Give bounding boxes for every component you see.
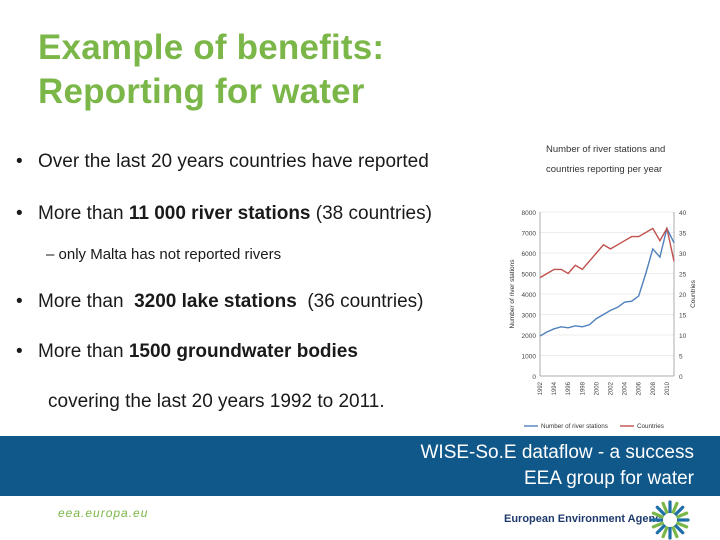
bullet-bold: 1500 groundwater bodies <box>128 341 358 362</box>
logo-ray <box>671 525 679 539</box>
x-tick-label: 2000 <box>594 381 600 395</box>
x-tick-label: 1996 <box>566 381 572 395</box>
x-tick-label: 2008 <box>651 381 657 395</box>
logo-ray <box>674 524 685 535</box>
series-line-stations <box>539 226 675 337</box>
bullet-groundwater: • More than 1500 groundwater bodies <box>16 341 358 363</box>
y-axis-label: Number of river stations <box>509 259 516 329</box>
y-tick-label: 0 <box>532 374 536 381</box>
x-tick-label: 2002 <box>609 381 615 395</box>
y2-tick-label: 40 <box>679 210 687 217</box>
title-line-1: Example of benefits: <box>38 28 385 67</box>
y2-tick-label: 20 <box>679 292 687 299</box>
legend-label: Countries <box>637 423 664 430</box>
legend-label: Number of river stations <box>541 423 608 430</box>
x-tick-label: 1998 <box>580 381 586 395</box>
y-tick-label: 7000 <box>522 231 537 238</box>
logo-ray <box>651 521 665 529</box>
chart-title: Number of river stations and countries r… <box>546 144 666 175</box>
y2-tick-label: 5 <box>679 354 683 361</box>
bullet-bold: 11 000 river stations <box>128 203 311 224</box>
y-tick-label: 3000 <box>522 313 537 320</box>
logo-ray <box>661 501 669 515</box>
x-tick-label: 1994 <box>552 381 558 395</box>
covering-text: covering the last 20 years 1992 to 2011. <box>48 391 385 412</box>
bullet-prefix: More than <box>38 203 129 224</box>
logo-ray <box>661 525 669 539</box>
y2-tick-label: 0 <box>679 374 683 381</box>
y2-tick-label: 30 <box>679 251 687 258</box>
logo-ray <box>671 501 679 515</box>
river-stations-chart: 0 1000 2000 3000 4000 5000 6000 7000 8000 0 5 10 15 2… <box>502 200 702 436</box>
bullet-text: Over the last 20 years countries have re… <box>38 151 429 172</box>
bullet-suffix: (38 countries) <box>310 203 432 224</box>
sub-bullet-malta: – only Malta has not reported rivers <box>46 246 282 263</box>
bullet-bold: 3200 lake stations <box>134 291 297 312</box>
bullet-prefix: More than <box>38 341 129 362</box>
banner: WISE-So.E dataflow - a success EEA group… <box>0 436 720 496</box>
logo-ray <box>651 511 665 519</box>
logo-ray <box>655 524 666 535</box>
logo-ray <box>655 505 666 516</box>
bullet-dot: • <box>16 203 23 224</box>
banner-line-2: EEA group for water <box>523 468 694 489</box>
y-tick-label: 4000 <box>522 292 537 299</box>
y2-tick-label: 25 <box>679 272 687 279</box>
bullet-river-stations: • More than 11 000 river stations (38 cou… <box>16 203 432 225</box>
logo-ray <box>675 521 689 529</box>
bullet-suffix: (36 countries) <box>296 291 424 312</box>
bullet-dot: • <box>16 291 23 312</box>
bullet-dot: • <box>16 151 23 172</box>
y-tick-label: 1000 <box>522 354 537 361</box>
title-line-2: Reporting for water <box>38 72 365 111</box>
y-tick-label: 8000 <box>522 210 537 217</box>
slide-title: Example of benefits: Reporting for water <box>38 26 384 114</box>
bullet-dot: • <box>16 341 23 362</box>
y-tick-label: 5000 <box>522 272 537 279</box>
banner-text: WISE-So.E dataflow - a success EEA group… <box>421 440 695 492</box>
eea-logo-icon <box>650 500 690 540</box>
logo-ray <box>675 511 689 519</box>
footer-url-link[interactable]: eea.europa.eu <box>58 506 149 520</box>
y-tick-label: 2000 <box>522 333 537 340</box>
y2-tick-label: 10 <box>679 333 687 340</box>
bullet-prefix: More than <box>38 291 135 312</box>
bullet-reported: • Over the last 20 years countries have r… <box>16 151 429 173</box>
y2-axis-label: Countries <box>690 279 697 308</box>
y2-tick-label: 15 <box>679 313 687 320</box>
x-tick-label: 1992 <box>538 381 544 395</box>
series-line-countries <box>539 226 675 279</box>
y2-tick-label: 35 <box>679 231 687 238</box>
banner-line-1: WISE-So.E dataflow - a success <box>420 442 695 463</box>
x-tick-label: 2004 <box>623 381 629 395</box>
agency-name: European Environment Agency <box>504 513 668 525</box>
y-tick-label: 6000 <box>522 251 537 258</box>
x-tick-label: 2010 <box>665 381 671 395</box>
bullet-lake-stations: • More than 3200 lake stations (36 countr… <box>16 291 424 313</box>
chart-svg: 0 1000 2000 3000 4000 5000 6000 7000 8000 0 5 10 15 2… <box>509 210 697 430</box>
x-tick-label: 2006 <box>637 381 643 395</box>
logo-ray <box>674 505 685 516</box>
